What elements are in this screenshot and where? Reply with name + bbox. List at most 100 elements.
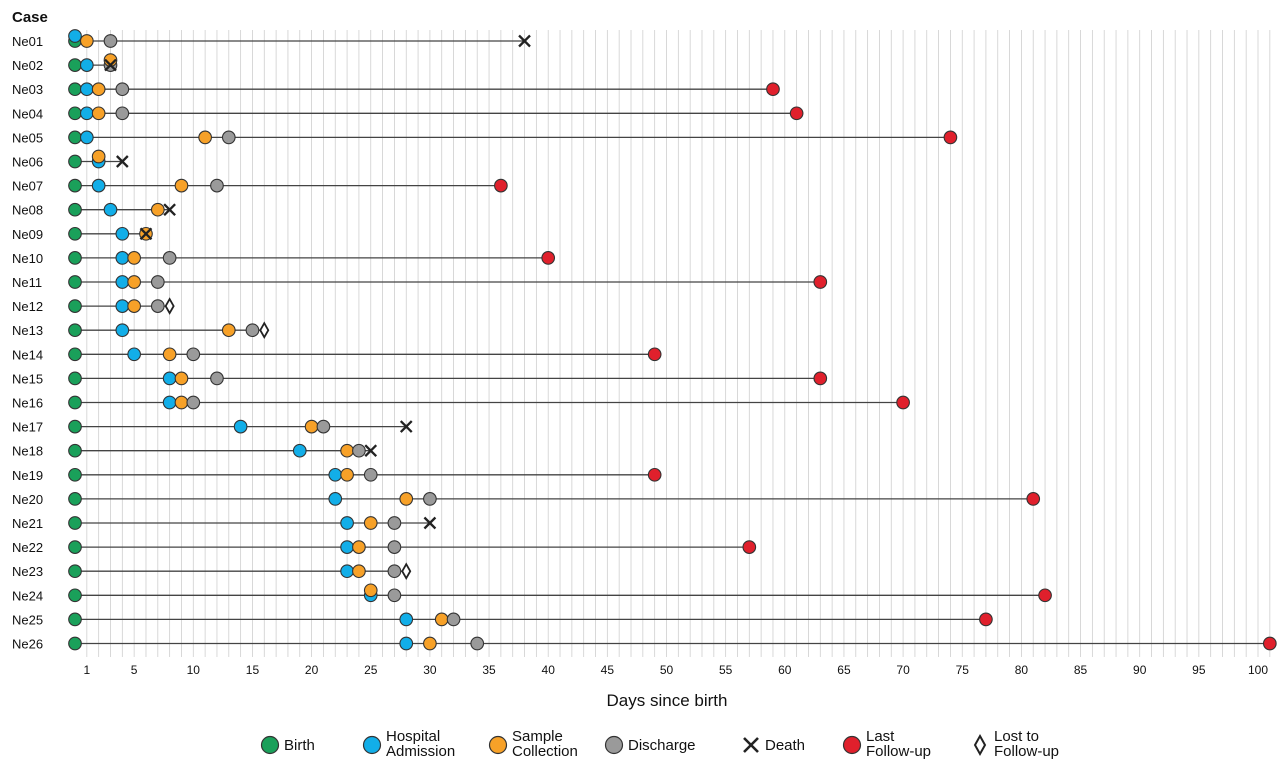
birth-marker (68, 371, 82, 386)
followup-marker (494, 178, 508, 193)
sample-marker (340, 443, 354, 458)
discharge-marker (150, 299, 165, 313)
x-tick-label: 20 (305, 663, 319, 677)
followup-marker (789, 106, 804, 121)
x-tick-label: 95 (1192, 663, 1206, 677)
sample-marker (91, 149, 106, 164)
case-label: Ne08 (12, 203, 43, 218)
discharge-marker (363, 467, 378, 482)
legend-item: Sample Collection (488, 728, 578, 760)
birth-marker (68, 443, 82, 458)
legend-label: Discharge (628, 737, 696, 754)
sample-marker (91, 82, 106, 97)
admission-marker (340, 540, 354, 554)
discharge-marker (387, 564, 402, 579)
sample-marker (127, 251, 141, 265)
admission-marker (115, 323, 130, 338)
legend-label: Death (765, 737, 805, 754)
discharge-legend-marker (604, 735, 624, 755)
death-marker (104, 58, 117, 72)
followup-marker (979, 612, 993, 627)
sample-marker (434, 612, 449, 627)
admission-marker (340, 516, 354, 530)
death-marker (399, 420, 413, 433)
admission-marker (399, 636, 414, 651)
case-label: Ne12 (12, 299, 43, 314)
discharge-marker (470, 636, 485, 651)
admission-marker (115, 226, 130, 241)
admission-marker (79, 82, 94, 97)
death-legend-marker (743, 737, 759, 753)
sample-marker (304, 419, 319, 434)
case-label: Ne10 (12, 251, 43, 266)
birth-marker (68, 323, 82, 338)
lost-marker (401, 562, 412, 581)
x-tick-label: 30 (423, 663, 437, 677)
sample-marker (198, 130, 212, 145)
legend-label: Lost to Follow-up (994, 728, 1059, 760)
followup-marker (1038, 588, 1052, 603)
death-marker (116, 155, 129, 168)
legend-label: Last Follow-up (866, 728, 931, 760)
admission-marker (115, 251, 130, 265)
admission-marker (162, 395, 177, 410)
discharge-marker (423, 492, 437, 506)
birth-marker (68, 612, 82, 627)
followup-marker (896, 395, 910, 410)
sample-marker (79, 34, 94, 48)
case-label: Ne02 (12, 58, 43, 73)
birth-marker (68, 492, 82, 506)
discharge-marker (245, 323, 260, 338)
sample-marker (174, 371, 189, 386)
sample-marker (162, 347, 177, 362)
birth-marker (68, 540, 82, 554)
birth-marker (68, 395, 82, 410)
sample-marker (91, 106, 106, 121)
case-label: Ne15 (12, 371, 43, 386)
x-tick-label: 85 (1074, 663, 1088, 677)
legend: Birth Hospital Admission Sample Collection Di… (260, 728, 1059, 760)
admission-marker (79, 130, 94, 145)
x-tick-label: 55 (719, 663, 733, 677)
event-markers (68, 29, 1277, 651)
case-label: Ne17 (12, 420, 43, 435)
discharge-marker (352, 443, 366, 458)
followup-marker (813, 371, 828, 386)
case-label: Ne03 (12, 82, 43, 97)
followup-marker (742, 540, 757, 554)
x-tick-label: 10 (187, 663, 201, 677)
discharge-marker (316, 419, 331, 434)
case-label: Ne25 (12, 612, 43, 627)
birth-marker (68, 467, 82, 482)
birth-marker (68, 178, 82, 193)
admission-marker (68, 29, 82, 43)
birth-marker (68, 251, 82, 265)
case-label: Ne21 (12, 516, 43, 531)
birth-marker (68, 275, 82, 289)
admission-marker (328, 467, 343, 482)
x-tick-labels: 1 5 10 15 20 25 30 35 40 45 50 55 60 65 70 75 80 85 90 95 10… (83, 663, 1268, 677)
sample-marker (174, 395, 189, 410)
x-tick-label: 100 (1248, 663, 1268, 677)
x-tick-label: 80 (1015, 663, 1029, 677)
followup-marker (766, 82, 780, 97)
case-label: Ne24 (12, 588, 43, 603)
sample-marker (127, 299, 141, 313)
legend-label: Birth (284, 737, 315, 754)
case-lines (75, 40, 1270, 645)
followup-marker (647, 467, 662, 482)
discharge-marker (210, 178, 224, 193)
followup-marker (943, 130, 958, 145)
death-marker (423, 516, 437, 530)
case-label: Ne06 (12, 155, 43, 170)
admission-marker (292, 443, 307, 458)
followup-marker (813, 275, 828, 289)
x-tick-label: 50 (660, 663, 674, 677)
x-tick-label: 45 (601, 663, 615, 677)
x-tick-label: 60 (778, 663, 792, 677)
sample-marker (221, 323, 236, 338)
x-axis-title: Days since birth (607, 691, 728, 710)
x-tick-label: 40 (542, 663, 556, 677)
birth-marker (68, 226, 82, 241)
discharge-marker (115, 82, 130, 97)
